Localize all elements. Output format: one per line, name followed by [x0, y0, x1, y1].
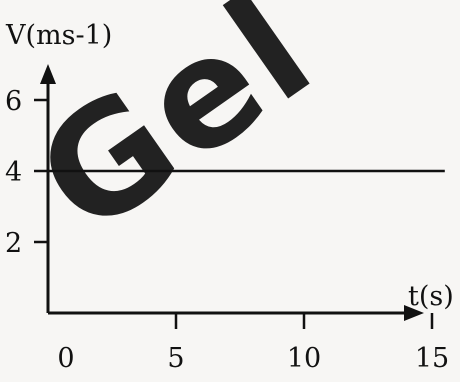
x-axis-title: t(s): [408, 281, 454, 312]
y-tick-label-2: 2: [5, 228, 22, 259]
y-axis-title: V(ms-1): [5, 20, 112, 51]
x-axis-arrow: [404, 305, 424, 321]
x-tick-label-0: 0: [57, 343, 74, 374]
x-tick-label-5: 5: [167, 343, 184, 374]
ticks-layer: 0 5 10 15 2 4 6: [5, 86, 449, 374]
x-tick-label-15: 15: [415, 343, 449, 374]
y-tick-label-4: 4: [5, 157, 22, 188]
y-tick-label-6: 6: [5, 86, 22, 117]
y-axis-arrow: [40, 64, 56, 84]
x-tick-label-10: 10: [287, 343, 321, 374]
